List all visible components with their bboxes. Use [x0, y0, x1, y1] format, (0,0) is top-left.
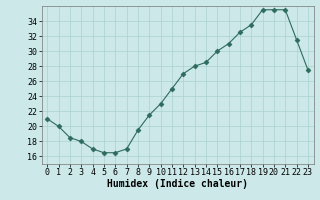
X-axis label: Humidex (Indice chaleur): Humidex (Indice chaleur): [107, 179, 248, 189]
